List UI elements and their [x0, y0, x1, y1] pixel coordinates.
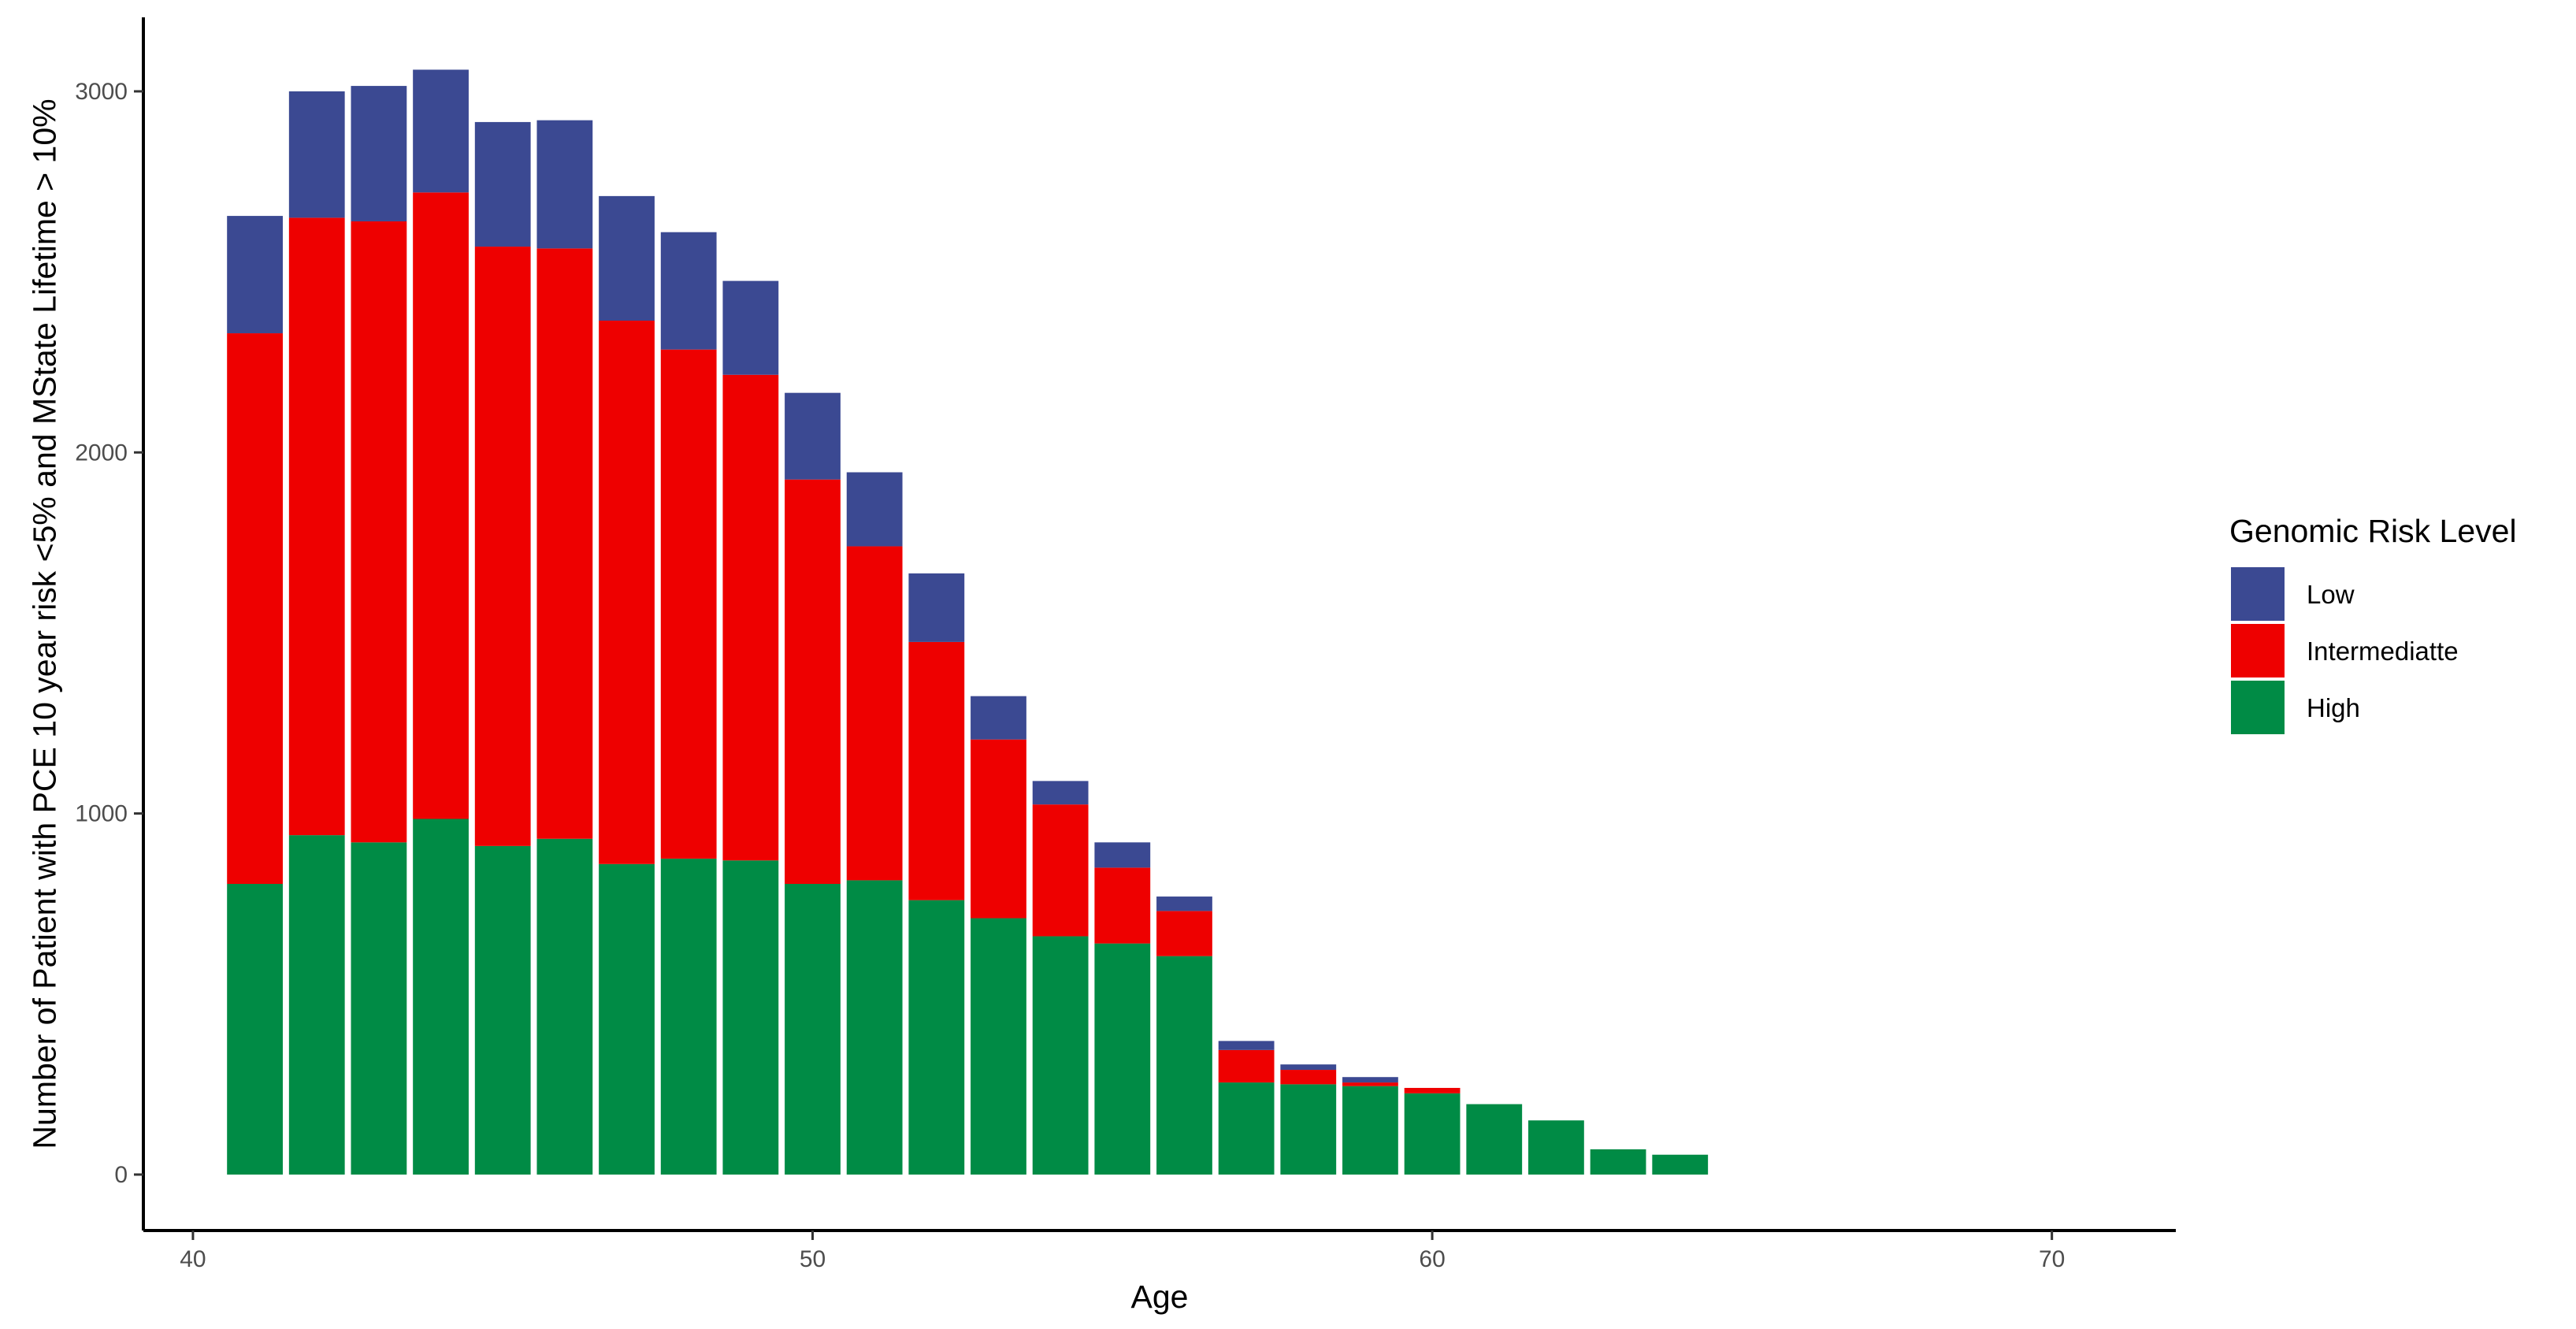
y-axis-title: Number of Patient with PCE 10 year risk … — [26, 98, 62, 1149]
bar-low-age-57 — [1218, 1041, 1275, 1050]
legend-label-intermediatte: Intermediatte — [2307, 637, 2459, 666]
legend-items: Low Intermediatte High — [2231, 567, 2459, 734]
bar-low-age-43 — [351, 86, 407, 221]
bar-high-age-47 — [599, 863, 655, 1175]
bar-high-age-41 — [227, 884, 283, 1175]
bar-low-age-45 — [474, 121, 531, 247]
axes-layer — [142, 17, 2176, 1232]
bar-high-age-60 — [1404, 1093, 1461, 1175]
bar-high-age-54 — [1032, 936, 1089, 1175]
bar-high-age-63 — [1590, 1149, 1646, 1175]
x-tick-label: 70 — [2039, 1246, 2065, 1272]
legend-title: Genomic Risk Level — [2229, 513, 2517, 549]
bar-intermediatte-age-55 — [1094, 867, 1151, 944]
y-tick-label: 0 — [114, 1162, 128, 1188]
bars-layer — [227, 69, 1709, 1175]
bar-intermediatte-age-50 — [785, 479, 841, 884]
bar-intermediatte-age-44 — [413, 192, 469, 819]
bar-intermediatte-age-41 — [227, 333, 283, 884]
bar-high-age-57 — [1218, 1082, 1275, 1175]
bar-high-age-52 — [908, 900, 965, 1175]
bar-high-age-55 — [1094, 943, 1151, 1175]
bar-high-age-43 — [351, 842, 407, 1175]
bar-high-age-48 — [660, 858, 717, 1175]
bar-intermediatte-age-54 — [1032, 804, 1089, 937]
bar-intermediatte-age-45 — [474, 247, 531, 846]
bar-low-age-58 — [1280, 1064, 1337, 1071]
bar-low-age-51 — [846, 472, 903, 547]
bar-low-age-44 — [413, 69, 469, 193]
bar-intermediatte-age-59 — [1342, 1082, 1398, 1086]
legend-label-high: High — [2307, 693, 2360, 722]
bar-intermediatte-age-60 — [1404, 1087, 1461, 1093]
bar-intermediatte-age-58 — [1280, 1070, 1337, 1085]
bar-intermediatte-age-47 — [599, 321, 655, 864]
bar-low-age-55 — [1094, 842, 1151, 868]
bar-high-age-44 — [413, 819, 469, 1175]
bar-intermediatte-age-42 — [288, 217, 345, 836]
bar-low-age-53 — [971, 696, 1026, 740]
bar-high-age-45 — [474, 845, 531, 1175]
bar-intermediatte-age-43 — [351, 221, 407, 843]
y-ticks-layer: 0 1000 2000 3000 — [75, 79, 143, 1188]
x-tick-label: 60 — [1419, 1246, 1445, 1272]
bar-intermediatte-age-48 — [660, 349, 717, 859]
bar-low-age-54 — [1032, 781, 1089, 805]
bar-high-age-46 — [536, 838, 593, 1175]
bar-low-age-49 — [722, 280, 779, 375]
legend-label-low: Low — [2307, 580, 2355, 609]
bar-high-age-62 — [1528, 1120, 1584, 1175]
bar-low-age-59 — [1342, 1077, 1398, 1083]
bar-high-age-49 — [722, 860, 779, 1175]
bar-low-age-42 — [288, 91, 345, 218]
bar-high-age-51 — [846, 880, 903, 1175]
bar-high-age-50 — [785, 884, 841, 1175]
bar-high-age-59 — [1342, 1086, 1398, 1175]
bar-intermediatte-age-56 — [1156, 911, 1212, 956]
legend-key-low — [2231, 567, 2285, 621]
bar-low-age-56 — [1156, 897, 1212, 911]
x-tick-label: 50 — [800, 1246, 826, 1272]
bar-high-age-64 — [1652, 1154, 1709, 1175]
x-axis-title: Age — [1131, 1279, 1189, 1315]
y-tick-label: 1000 — [75, 801, 128, 827]
bar-low-age-46 — [536, 120, 593, 249]
y-tick-label: 2000 — [75, 440, 128, 466]
x-ticks-layer: 40 50 60 70 — [180, 1231, 2065, 1272]
legend-key-high — [2231, 681, 2285, 734]
bar-low-age-48 — [660, 232, 717, 350]
bar-low-age-52 — [908, 573, 965, 642]
bar-intermediatte-age-49 — [722, 374, 779, 861]
bar-intermediatte-age-51 — [846, 546, 903, 881]
bar-low-age-47 — [599, 195, 655, 321]
bar-high-age-42 — [288, 835, 345, 1175]
bar-intermediatte-age-52 — [908, 641, 965, 900]
bar-intermediatte-age-46 — [536, 248, 593, 839]
bar-intermediatte-age-53 — [971, 739, 1026, 919]
bar-low-age-50 — [785, 392, 841, 480]
legend: Genomic Risk Level Low Intermediatte High — [2229, 513, 2517, 734]
y-tick-label: 3000 — [75, 79, 128, 105]
x-tick-label: 40 — [180, 1246, 206, 1272]
bar-intermediatte-age-57 — [1218, 1049, 1275, 1083]
bar-high-age-61 — [1466, 1104, 1523, 1175]
bar-high-age-58 — [1280, 1084, 1337, 1175]
bar-low-age-41 — [227, 216, 283, 334]
bar-high-age-53 — [971, 918, 1026, 1175]
bar-high-age-56 — [1156, 956, 1212, 1175]
legend-key-intermediatte — [2231, 624, 2285, 677]
